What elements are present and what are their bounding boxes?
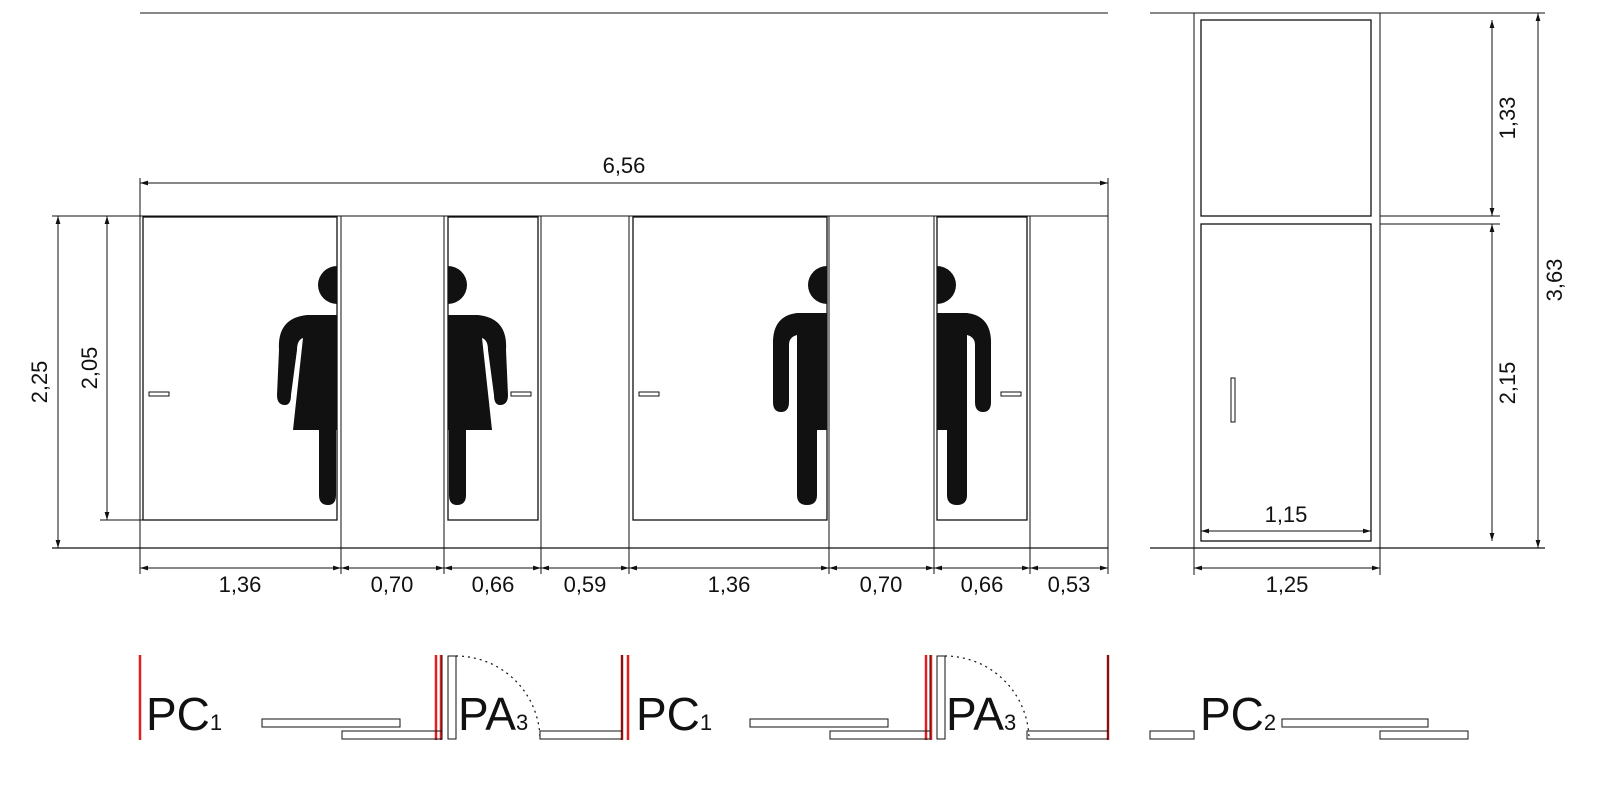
- segment-label: 0,59: [564, 572, 607, 597]
- door-handle: [1230, 377, 1236, 423]
- overall-width-label: 6,56: [603, 153, 646, 178]
- segment-label: 0,70: [860, 572, 903, 597]
- door-height-label: 2,05: [77, 347, 102, 390]
- segment-label: 0,66: [472, 572, 515, 597]
- front-elevation: 6,56 2,25 2,05 1,36 0,70 0,66 0,59 1,36 …: [27, 12, 1109, 597]
- segment-label: 0,53: [1048, 572, 1091, 597]
- door-type-label: PC1: [146, 688, 222, 740]
- side-total-label: 3,63: [1542, 259, 1567, 302]
- side-width-label: 1,25: [1266, 572, 1309, 597]
- side-lower-door: [1200, 223, 1372, 542]
- height-total-label: 2,25: [27, 361, 52, 404]
- female-restroom-icon: [277, 266, 508, 505]
- segment-label: 1,36: [219, 572, 262, 597]
- door-type-label: PC2: [1200, 688, 1276, 740]
- side-lower-label: 2,15: [1495, 362, 1520, 405]
- door-plan-row: PC1 PA3 PC1 PA3 PC2: [138, 655, 1469, 741]
- door-type-label: PC1: [636, 688, 712, 740]
- door-handle: [638, 391, 660, 397]
- door-type-label: PA3: [946, 688, 1016, 740]
- side-upper-panel: [1200, 19, 1372, 217]
- door-handle: [148, 391, 170, 397]
- side-elevation: 1,33 2,15 3,63 1,15 1,25: [1150, 12, 1567, 597]
- segment-dimensions: 1,36 0,70 0,66 0,59 1,36 0,70 0,66 0,53: [140, 565, 1108, 597]
- door-handle: [510, 391, 532, 397]
- door-handle: [1000, 391, 1022, 397]
- segment-label: 0,66: [961, 572, 1004, 597]
- side-door-width-label: 1,15: [1265, 502, 1308, 527]
- male-restroom-icon: [772, 266, 992, 505]
- door-type-label: PA3: [458, 688, 528, 740]
- segment-label: 1,36: [708, 572, 751, 597]
- segment-label: 0,70: [371, 572, 414, 597]
- side-upper-label: 1,33: [1495, 97, 1520, 140]
